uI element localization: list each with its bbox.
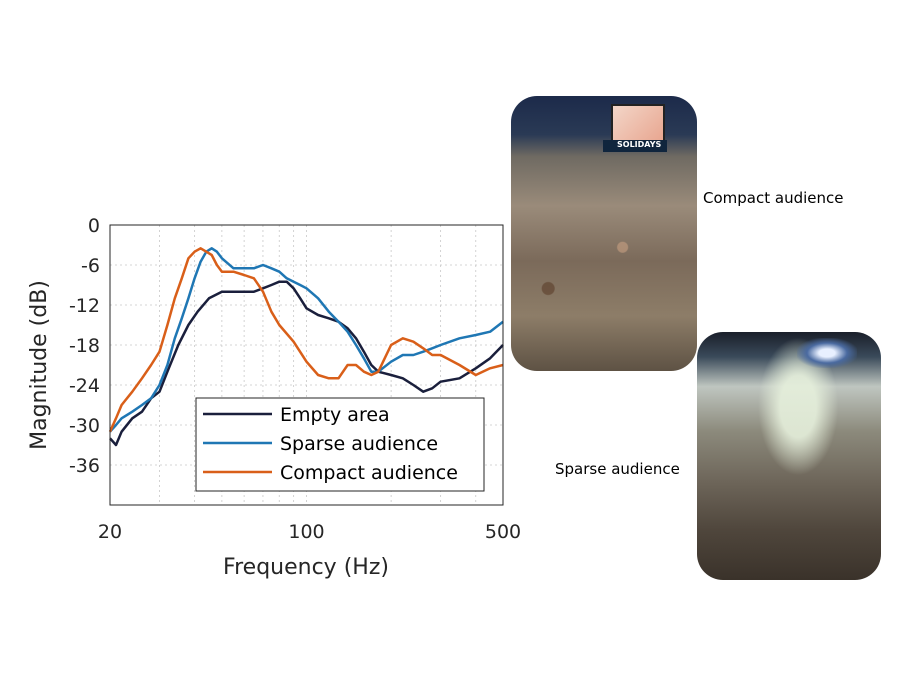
plot-frame	[109, 224, 504, 506]
legend-label-compact-audience: Compact audience	[280, 462, 458, 484]
stage-screen	[611, 104, 665, 144]
x-tick-label: 100	[288, 521, 324, 543]
y-tick-label: -36	[69, 455, 100, 477]
legend-label-sparse-audience: Sparse audience	[280, 433, 438, 455]
stage-banner-text: SOLIDAYS	[617, 140, 662, 149]
series-lines	[108, 247, 504, 447]
series-line-empty-area	[109, 280, 504, 447]
y-tick-label: -12	[69, 295, 100, 317]
x-axis-title: Frequency (Hz)	[223, 555, 389, 580]
y-tick-labels: 0 -6 -12 -18 -24 -30 -36	[69, 215, 100, 477]
compact-audience-label: Compact audience	[703, 189, 844, 207]
y-tick-label: -6	[81, 255, 100, 277]
series-line-sparse-audience	[109, 247, 504, 433]
x-tick-label: 20	[98, 521, 122, 543]
y-axis-title: Magnitude (dB)	[27, 280, 52, 450]
stage-banner	[603, 140, 667, 152]
y-tick-label: -18	[69, 335, 100, 357]
compact-audience-photo: SOLIDAYS	[511, 96, 697, 371]
sparse-audience-photo	[697, 332, 881, 580]
y-tick-label: -30	[69, 415, 100, 437]
legend-label-empty-area: Empty area	[280, 404, 390, 426]
sparse-audience-label: Sparse audience	[555, 460, 680, 478]
y-tick-label: -24	[69, 375, 100, 397]
stage-lights	[797, 338, 857, 368]
x-tick-label: 500	[485, 521, 521, 543]
series-line-compact-audience	[108, 247, 504, 433]
legend: Empty area Sparse audience Compact audie…	[195, 397, 485, 492]
y-tick-label: 0	[88, 215, 100, 237]
x-tick-labels: 20 100 500	[98, 521, 521, 543]
magnitude-chart: 0 -6 -12 -18 -24 -30 -36 20 100 500 Frequency (H…	[27, 215, 521, 580]
